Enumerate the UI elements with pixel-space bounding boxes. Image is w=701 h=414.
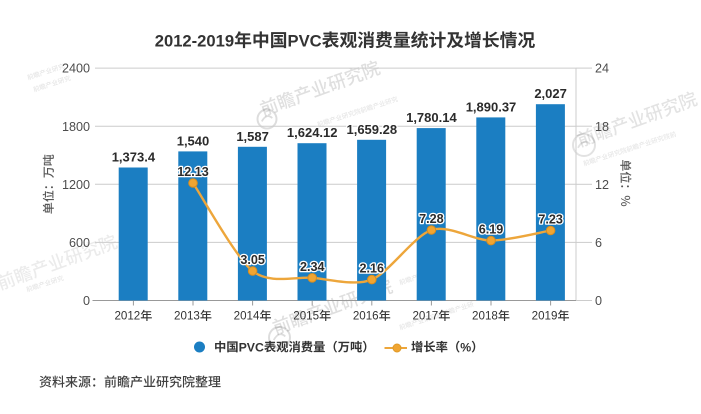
svg-text:0: 0 — [83, 294, 90, 308]
svg-text:1,659.28: 1,659.28 — [346, 122, 397, 137]
svg-text:2.34: 2.34 — [300, 260, 325, 274]
svg-text:2015: 2015 — [293, 310, 319, 323]
svg-text:1,587: 1,587 — [236, 129, 269, 144]
svg-text:1,890.37: 1,890.37 — [466, 99, 517, 114]
svg-text:2014: 2014 — [234, 310, 260, 323]
svg-text:1,373.4: 1,373.4 — [112, 150, 156, 165]
svg-text:7.23: 7.23 — [538, 212, 563, 226]
svg-text:2017: 2017 — [412, 310, 438, 323]
svg-text:2016: 2016 — [353, 310, 379, 323]
svg-text:6.19: 6.19 — [479, 223, 504, 237]
svg-text:2018: 2018 — [472, 310, 498, 323]
svg-text:2019: 2019 — [532, 310, 558, 323]
svg-text:2012: 2012 — [114, 310, 140, 323]
svg-text:24: 24 — [595, 62, 609, 76]
svg-text:1800: 1800 — [62, 120, 90, 134]
svg-text:1,540: 1,540 — [177, 133, 210, 148]
svg-text:0: 0 — [595, 294, 602, 308]
svg-text:PVC: PVC — [288, 32, 322, 51]
svg-text:1,780.14: 1,780.14 — [406, 110, 457, 125]
svg-text:%: % — [460, 340, 471, 354]
svg-text:2,027: 2,027 — [534, 86, 567, 101]
svg-text:1200: 1200 — [62, 178, 90, 192]
svg-text:PVC: PVC — [239, 340, 264, 354]
svg-text:7.28: 7.28 — [419, 212, 444, 226]
svg-text:18: 18 — [595, 120, 609, 134]
svg-text:12: 12 — [595, 178, 609, 192]
svg-text:2400: 2400 — [62, 62, 90, 76]
svg-text:12.13: 12.13 — [177, 165, 209, 179]
svg-text:2012-2019: 2012-2019 — [155, 32, 234, 51]
svg-text:600: 600 — [69, 236, 90, 250]
svg-text:2013: 2013 — [174, 310, 200, 323]
svg-text:2.16: 2.16 — [360, 262, 385, 276]
svg-text:1,624.12: 1,624.12 — [287, 125, 338, 140]
svg-text:6: 6 — [595, 236, 602, 250]
svg-text:3.05: 3.05 — [240, 253, 265, 267]
